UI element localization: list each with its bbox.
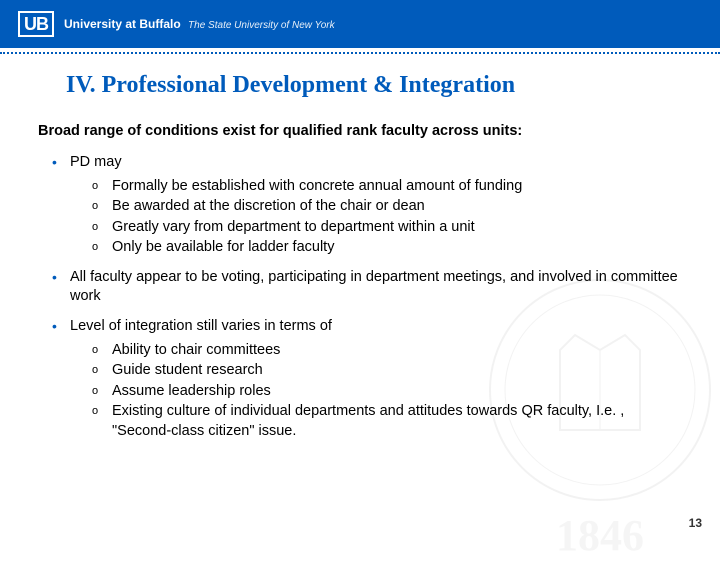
logo-block: UB University at Buffalo The State Unive… xyxy=(18,11,335,37)
slide-content: IV. Professional Development & Integrati… xyxy=(0,54,720,441)
header-band: UB University at Buffalo The State Unive… xyxy=(0,0,720,48)
intro-text: Broad range of conditions exist for qual… xyxy=(38,123,682,139)
ub-logo-mark: UB xyxy=(18,11,54,37)
sub-bullet-item: Only be available for ladder faculty xyxy=(92,238,682,258)
sub-bullet-item: Assume leadership roles xyxy=(92,382,682,402)
bullet-item: Level of integration still varies in ter… xyxy=(52,317,682,441)
sub-bullet-item: Guide student research xyxy=(92,361,682,381)
bullet-item: PD may Formally be established with conc… xyxy=(52,153,682,258)
bullet-text: All faculty appear to be voting, partici… xyxy=(70,269,678,305)
university-name-sub: The State University of New York xyxy=(188,20,335,31)
slide-title: IV. Professional Development & Integrati… xyxy=(66,72,682,99)
svg-text:1846: 1846 xyxy=(556,511,644,560)
page-number: 13 xyxy=(689,516,702,530)
bullet-text: PD may xyxy=(70,154,122,170)
bullet-item: All faculty appear to be voting, partici… xyxy=(52,268,682,307)
sub-bullet-item: Existing culture of individual departmen… xyxy=(92,402,682,441)
university-name-main: University at Buffalo xyxy=(64,17,181,31)
bullet-text: Level of integration still varies in ter… xyxy=(70,318,332,334)
ub-logo-text: University at Buffalo The State Universi… xyxy=(64,17,335,31)
bullet-list: PD may Formally be established with conc… xyxy=(38,153,682,441)
sub-bullet-item: Be awarded at the discretion of the chai… xyxy=(92,197,682,217)
sub-bullet-list: Ability to chair committees Guide studen… xyxy=(70,341,682,442)
sub-bullet-list: Formally be established with concrete an… xyxy=(70,177,682,258)
sub-bullet-item: Formally be established with concrete an… xyxy=(92,177,682,197)
sub-bullet-item: Ability to chair committees xyxy=(92,341,682,361)
sub-bullet-item: Greatly vary from department to departme… xyxy=(92,218,682,238)
